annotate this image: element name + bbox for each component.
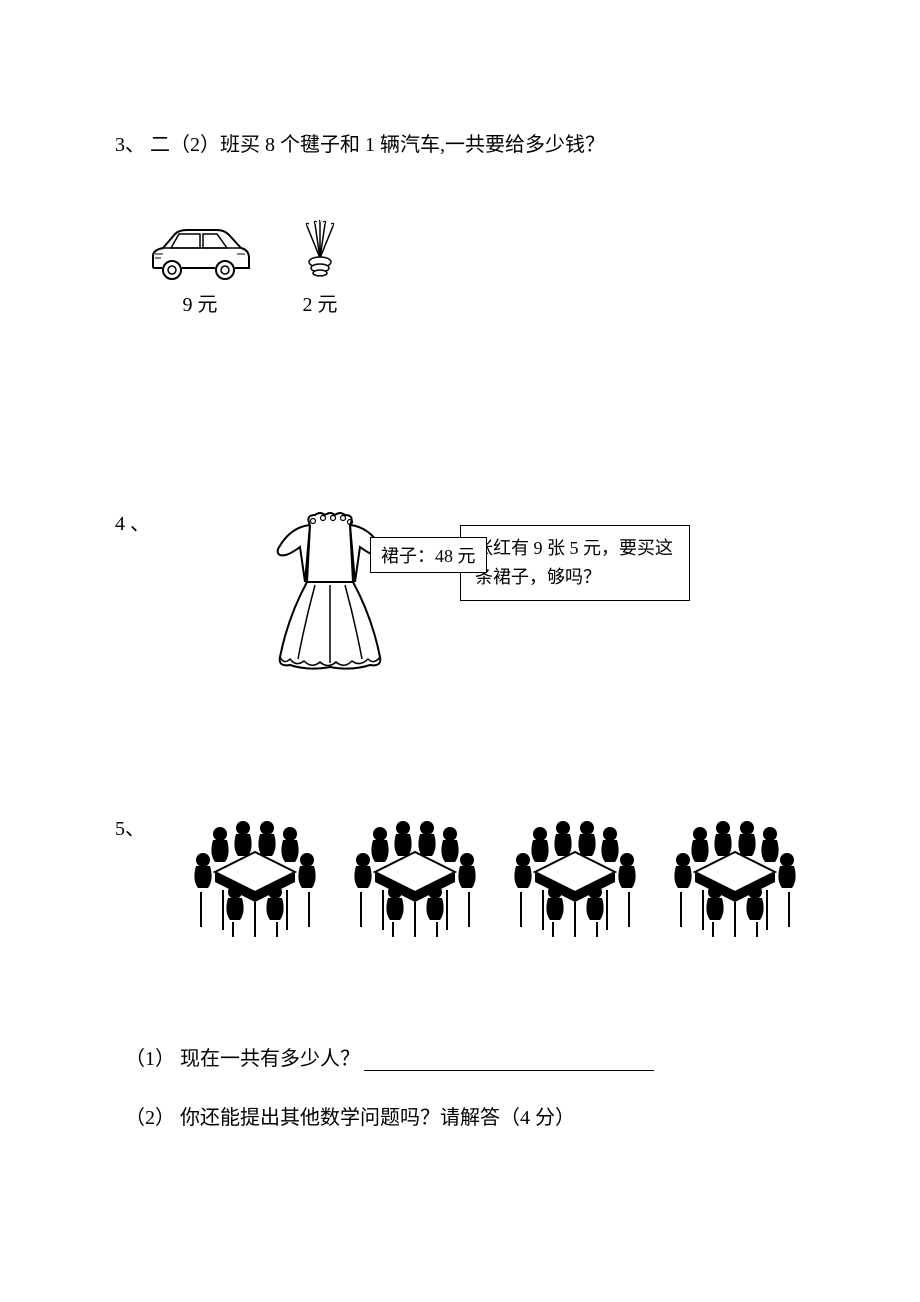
table-group-icon	[505, 812, 645, 942]
flower-price: 2 元	[303, 288, 338, 317]
q3-images: 9 元 2 元	[145, 220, 805, 317]
car-icon	[145, 220, 255, 280]
table-group-icon	[345, 812, 485, 942]
answer-underline	[364, 1070, 654, 1071]
car-block: 9 元	[145, 220, 255, 317]
q4-number: 4 、	[115, 507, 150, 536]
q3-number: 3、	[115, 134, 145, 156]
car-price: 9 元	[183, 288, 218, 317]
q3-text: 3、 二（2）班买 8 个毽子和 1 辆汽车,一共要给多少钱？	[115, 130, 805, 160]
q5-sub2: （2） 你还能提出其他数学问题吗？请解答（4 分）	[125, 1101, 805, 1130]
q4-body: 裙子：48 元 张红有 9 张 5 元，要买这条裙子，够吗？	[260, 507, 690, 682]
question-4: 4 、 裙子：48 元	[115, 507, 805, 682]
flower-block: 2 元	[295, 220, 345, 317]
table-group-icon	[665, 812, 805, 942]
q5-subquestions: （1） 现在一共有多少人？ （2） 你还能提出其他数学问题吗？请解答（4 分）	[125, 1042, 805, 1130]
q5-sub1-text: （1） 现在一共有多少人？	[125, 1048, 360, 1070]
question-5: 5、	[115, 812, 805, 942]
q5-sub1: （1） 现在一共有多少人？	[125, 1042, 805, 1071]
question-3: 3、 二（2）班买 8 个毽子和 1 辆汽车,一共要给多少钱？ 9 元	[115, 130, 805, 317]
dress-icon	[260, 507, 400, 677]
dress-block: 裙子：48 元	[260, 507, 400, 682]
tables-row	[185, 812, 805, 942]
buy-box: 张红有 9 张 5 元，要买这条裙子，够吗？	[460, 525, 690, 601]
q5-number: 5、	[115, 812, 145, 841]
table-group-icon	[185, 812, 325, 942]
shuttlecock-icon	[295, 220, 345, 280]
price-box: 裙子：48 元	[370, 537, 487, 573]
q3-body: 二（2）班买 8 个毽子和 1 辆汽车,一共要给多少钱？	[145, 134, 605, 156]
